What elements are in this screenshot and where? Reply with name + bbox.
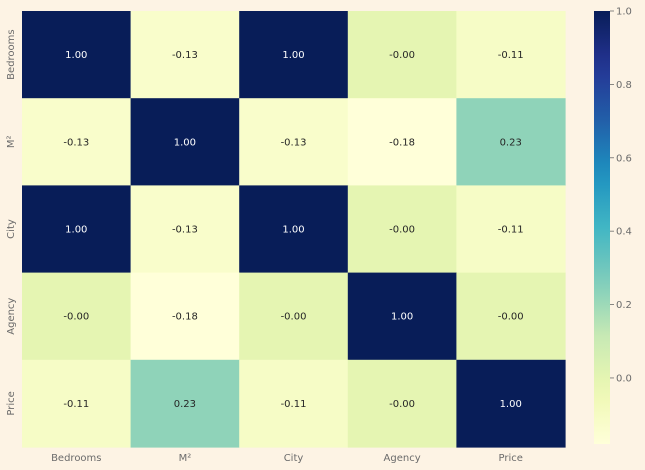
heatmap-cell (456, 98, 566, 186)
cell-value-label: 1.00 (174, 137, 196, 148)
heatmap-cell (347, 272, 457, 361)
colorbar (594, 11, 610, 444)
cell-value-label: -0.13 (63, 137, 89, 148)
colorbar-tick-label: 0.6 (616, 153, 632, 164)
cell-value-label: 0.23 (500, 137, 522, 148)
heatmap-cell (22, 11, 132, 99)
heatmap-cell (239, 272, 349, 361)
heatmap-cell (130, 98, 240, 186)
cell-value-label: 1.00 (500, 399, 522, 410)
colorbar-tick-label: 0.8 (616, 80, 632, 91)
heatmap-cell (347, 98, 457, 186)
colorbar-tick-label: 1.0 (616, 7, 632, 18)
heatmap-cell (22, 359, 132, 448)
cell-value-label: 1.00 (282, 50, 304, 61)
heatmap-cell (130, 359, 240, 448)
x-tick-label: Agency (384, 453, 421, 464)
heatmap-cell (347, 11, 457, 99)
heatmap-cell (239, 185, 349, 274)
y-tick-label: Agency (6, 298, 17, 335)
cell-value-label: 1.00 (282, 225, 304, 236)
x-tick-label: City (284, 453, 304, 464)
cell-value-label: -0.18 (172, 312, 198, 323)
heatmap-cell (456, 359, 566, 448)
heatmap-cell (22, 98, 132, 186)
cell-value-label: -0.18 (389, 137, 415, 148)
x-tick-label: M² (179, 453, 192, 464)
x-tick-label: Bedrooms (51, 453, 101, 464)
cell-value-label: -0.11 (63, 399, 89, 410)
heatmap-cell (456, 11, 566, 99)
cell-value-label: -0.13 (172, 50, 198, 61)
cell-value-label: -0.00 (389, 399, 415, 410)
x-tick-label: Price (498, 453, 522, 464)
y-tick-label: M² (6, 135, 17, 148)
cell-value-label: -0.13 (172, 225, 198, 236)
heatmap-cell (347, 359, 457, 448)
colorbar-tick-label: 0.2 (616, 300, 632, 311)
cell-value-label: -0.13 (281, 137, 307, 148)
cell-value-label: -0.11 (281, 399, 307, 410)
heatmap-cell (456, 185, 566, 274)
cell-value-label: -0.11 (498, 50, 524, 61)
heatmap-cell (130, 185, 240, 274)
cell-value-label: 1.00 (65, 225, 87, 236)
colorbar-tick-label: 0.4 (616, 227, 632, 238)
heatmap-cell (22, 272, 132, 361)
cell-value-label: -0.00 (498, 312, 524, 323)
heatmap-cell (347, 185, 457, 274)
heatmap-cell (239, 98, 349, 186)
heatmap-cell (239, 11, 349, 99)
y-tick-label: Price (6, 391, 17, 415)
cell-value-label: 1.00 (391, 312, 413, 323)
cell-value-label: -0.11 (498, 225, 524, 236)
cell-value-label: -0.00 (281, 312, 307, 323)
cell-value-label: -0.00 (63, 312, 89, 323)
heatmap-cell (130, 11, 240, 99)
heatmap-cell (239, 359, 349, 448)
y-tick-label: City (6, 219, 17, 239)
y-tick-label: Bedrooms (6, 29, 17, 79)
cell-value-label: 1.00 (65, 50, 87, 61)
heatmap-cell (22, 185, 132, 274)
heatmap-cell (456, 272, 566, 361)
cell-value-label: -0.00 (389, 225, 415, 236)
cell-value-label: -0.00 (389, 50, 415, 61)
colorbar-tick-label: 0.0 (616, 373, 632, 384)
cell-value-label: 0.23 (174, 399, 196, 410)
heatmap-cell (130, 272, 240, 361)
